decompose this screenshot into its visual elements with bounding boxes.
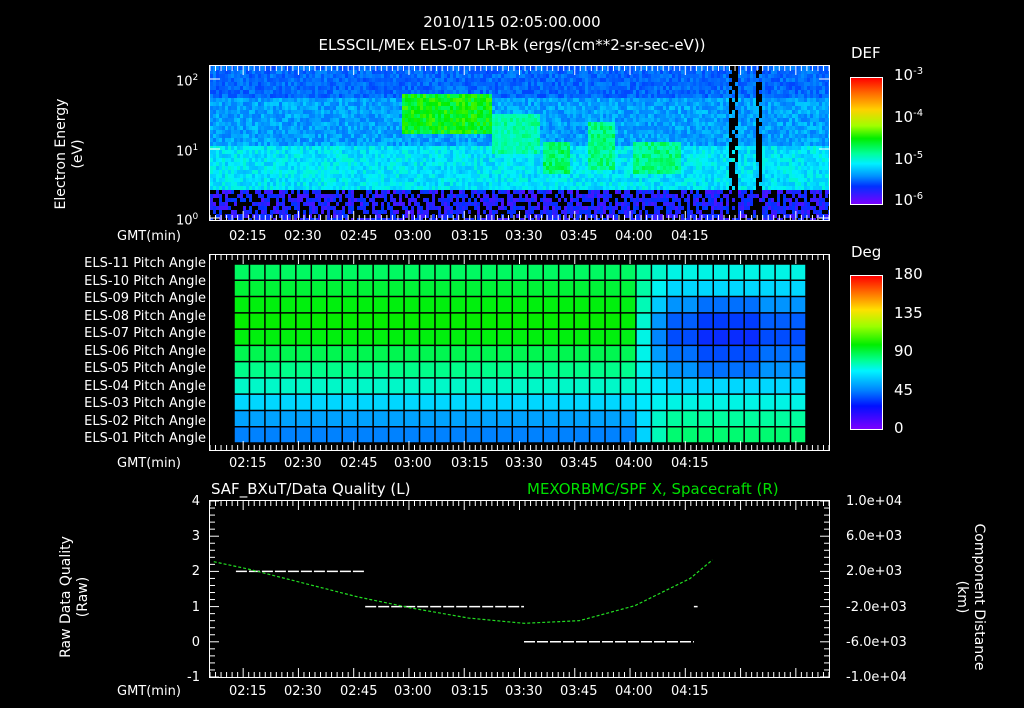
panel3-right-ylabel: Component Distance (km) (954, 523, 987, 671)
colorbar1-title: DEF (851, 44, 881, 62)
colorbar1-tick-1e-4: 10-4 (894, 108, 924, 126)
panel1-time-ticks: 02:15 02:30 02:45 03:00 03:15 03:30 03:4… (229, 229, 709, 244)
panel2-time-axis-label: GMT(min) (117, 456, 181, 471)
panel3-time-ticks: 02:15 02:30 02:45 03:00 03:15 03:30 03:4… (229, 684, 709, 699)
panel1-ytick-100: 102 (176, 73, 199, 90)
panel1-ylabel: Electron Energy (eV) (53, 98, 86, 210)
plot-timestamp: 2010/115 02:05:00.000 (423, 13, 601, 31)
panel3-time-axis-label: GMT(min) (117, 684, 181, 699)
panel3-left-ylabel: Raw Data Quality (Raw) (58, 536, 91, 658)
colorbar1-def (850, 77, 883, 205)
colorbar1-tick-1e-6: 10-6 (894, 191, 924, 209)
panel3-right-title: MEXORBMC/SPF X, Spacecraft (R) (527, 480, 779, 498)
colorbar1-tick-1e-3: 10-3 (894, 66, 924, 84)
panel1-ytick-10: 101 (176, 143, 199, 160)
colorbar2-deg (850, 275, 883, 430)
panel3-line-plot[interactable] (209, 500, 830, 678)
spectrogram-canvas (210, 66, 829, 220)
colorbar2-title: Deg (851, 243, 882, 261)
colorbar2-tick-0: 0 (894, 419, 904, 437)
colorbar1-tick-1e-5: 10-5 (894, 150, 924, 168)
panel1-time-axis-label: GMT(min) (117, 229, 181, 244)
panel2-time-ticks: 02:15 02:30 02:45 03:00 03:15 03:30 03:4… (229, 456, 709, 471)
panel1-ytick-1: 100 (176, 212, 199, 229)
panel2-pitch-angle[interactable] (209, 254, 830, 451)
pitch-angle-canvas (210, 255, 829, 450)
panel1-spectrogram[interactable] (209, 65, 830, 221)
colorbar2-tick-135: 135 (894, 304, 923, 322)
line-plot-canvas (210, 501, 829, 677)
colorbar2-tick-45: 45 (894, 381, 914, 399)
panel3-left-title: SAF_BXuT/Data Quality (L) (211, 480, 411, 498)
colorbar2-tick-90: 90 (894, 342, 914, 360)
colorbar2-tick-180: 180 (894, 265, 923, 283)
plot-subtitle: ELSSCIL/MEx ELS-07 LR-Bk (ergs/(cm**2-sr… (318, 36, 706, 54)
